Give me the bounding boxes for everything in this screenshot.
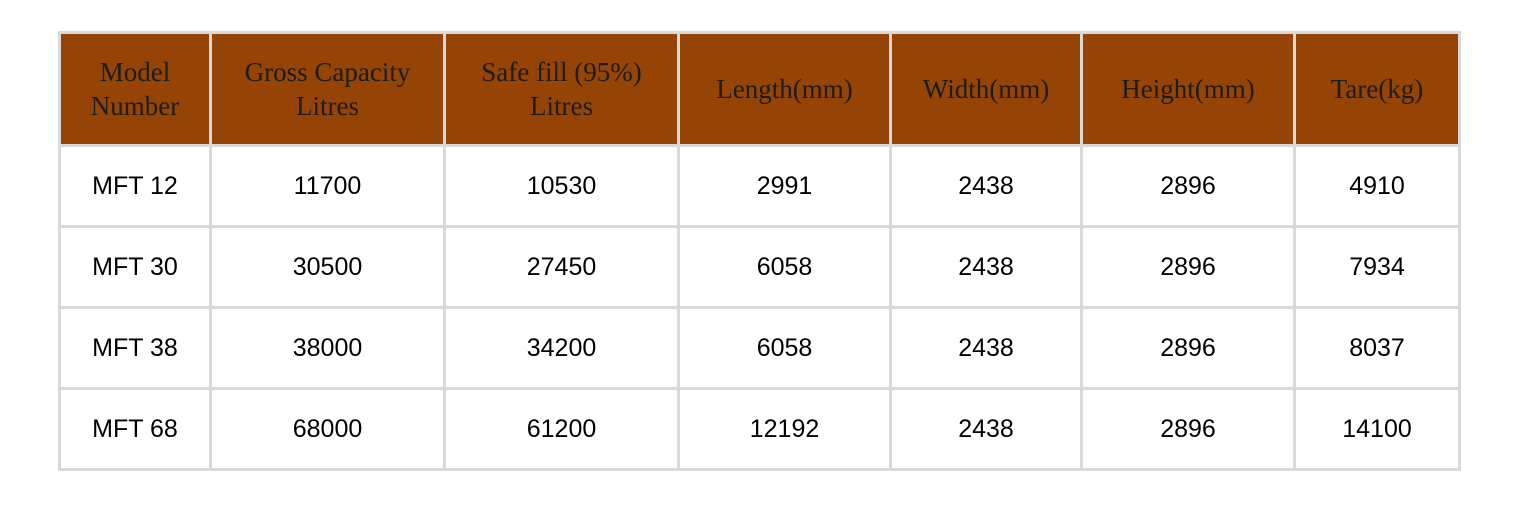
table-cell: 34200 [443, 306, 680, 390]
header-cell: Tare(kg) [1293, 31, 1461, 147]
table-cell: 4910 [1293, 144, 1461, 228]
table-row: MFT 68 68000 61200 12192 2438 2896 14100 [58, 387, 1461, 471]
table-cell: 12192 [677, 387, 892, 471]
table-cell: 61200 [443, 387, 680, 471]
table-cell: MFT 68 [58, 387, 212, 471]
table-cell: 30500 [209, 225, 446, 309]
table-cell: 2896 [1080, 387, 1296, 471]
table-cell: 68000 [209, 387, 446, 471]
header-row: Model Number Gross Capacity Litres Safe fi… [58, 31, 1461, 147]
table-cell: 6058 [677, 225, 892, 309]
table-cell: 14100 [1293, 387, 1461, 471]
table-cell: 2438 [889, 306, 1083, 390]
table-cell: 2896 [1080, 306, 1296, 390]
table-cell: 38000 [209, 306, 446, 390]
table-cell: 2438 [889, 225, 1083, 309]
table-cell: 2896 [1080, 144, 1296, 228]
table-cell: 8037 [1293, 306, 1461, 390]
header-cell: Gross Capacity Litres [209, 31, 446, 147]
table-row: MFT 12 11700 10530 2991 2438 2896 4910 [58, 144, 1461, 228]
table-cell: 7934 [1293, 225, 1461, 309]
table-cell: 27450 [443, 225, 680, 309]
table-cell: MFT 30 [58, 225, 212, 309]
header-cell: Safe fill (95%) Litres [443, 31, 680, 147]
table-cell: 6058 [677, 306, 892, 390]
table-row: MFT 30 30500 27450 6058 2438 2896 7934 [58, 225, 1461, 309]
table-cell: 2896 [1080, 225, 1296, 309]
table-cell: 2991 [677, 144, 892, 228]
table-head: Model Number Gross Capacity Litres Safe fi… [58, 31, 1461, 147]
header-cell: Length(mm) [677, 31, 892, 147]
table-wrap: Model Number Gross Capacity Litres Safe fi… [58, 31, 1461, 471]
table-cell: 2438 [889, 144, 1083, 228]
spec-table: Model Number Gross Capacity Litres Safe fi… [58, 31, 1461, 471]
table-cell: MFT 38 [58, 306, 212, 390]
header-cell: Model Number [58, 31, 212, 147]
table-row: MFT 38 38000 34200 6058 2438 2896 8037 [58, 306, 1461, 390]
header-cell: Height(mm) [1080, 31, 1296, 147]
table-cell: 10530 [443, 144, 680, 228]
table-cell: MFT 12 [58, 144, 212, 228]
table-body: MFT 12 11700 10530 2991 2438 2896 4910 MFT 30 30… [58, 144, 1461, 471]
header-cell: Width(mm) [889, 31, 1083, 147]
table-cell: 2438 [889, 387, 1083, 471]
table-cell: 11700 [209, 144, 446, 228]
